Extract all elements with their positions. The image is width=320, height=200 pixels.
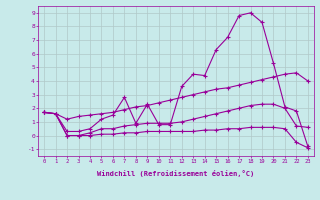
X-axis label: Windchill (Refroidissement éolien,°C): Windchill (Refroidissement éolien,°C) bbox=[97, 170, 255, 177]
